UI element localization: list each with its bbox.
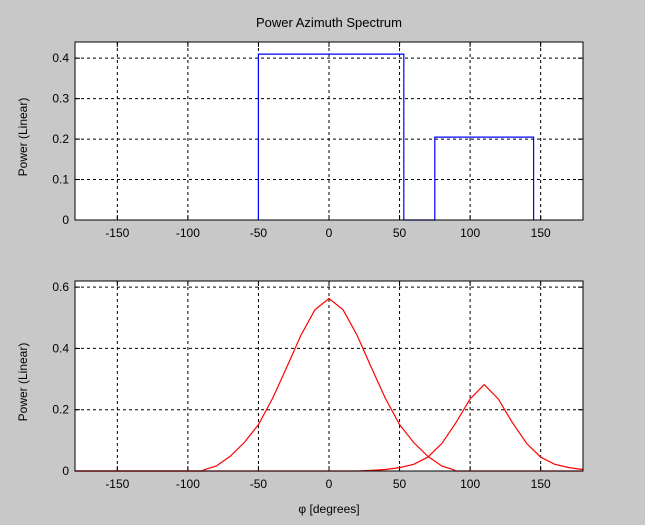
plot-border [74, 280, 584, 472]
y-tick-label: 0.4 [52, 51, 69, 65]
x-tick-label: 50 [393, 477, 407, 491]
chart-title: Power Azimuth Spectrum [256, 15, 402, 30]
spectrum-plot: Power Azimuth Spectrum Power (Linear) -1… [16, 15, 584, 240]
x-tick-label: 0 [326, 477, 333, 491]
y-tick-label: 0 [62, 213, 69, 227]
x-tick-label: -100 [176, 477, 200, 491]
grid [75, 281, 583, 471]
y-tick-label: 0 [62, 464, 69, 478]
plot-border [74, 41, 584, 221]
x-tick-label: -50 [250, 477, 268, 491]
plot-area [74, 41, 584, 221]
series-line-0 [75, 297, 583, 472]
y-tick-label: 0.2 [52, 132, 69, 146]
axis-ticks: -150 -100 -50 0 50 100 150 0 0.2 0.4 0.6 [52, 280, 583, 491]
x-axis-label: φ [degrees] [298, 502, 359, 516]
y-tick-label: 0.2 [52, 403, 69, 417]
y-tick-label: 0.6 [52, 280, 69, 294]
y-tick-label: 0.4 [52, 341, 69, 355]
x-tick-label: 100 [460, 226, 480, 240]
grid [75, 42, 583, 220]
x-tick-label: 150 [531, 477, 551, 491]
plot-area [74, 280, 584, 472]
x-tick-label: -150 [105, 477, 129, 491]
gaussian-plot: Power (Linear) φ [degrees] -150 -100 -50 0 5… [16, 280, 584, 516]
x-tick-label: -50 [250, 226, 268, 240]
x-tick-label: 100 [460, 477, 480, 491]
y-axis-label: Power (Linear) [16, 343, 30, 422]
x-tick-label: 150 [531, 226, 551, 240]
axis-ticks: -150 -100 -50 0 50 100 150 0 0.1 0.2 0.3 0.4 [52, 42, 583, 240]
x-tick-label: 0 [326, 226, 333, 240]
y-axis-label: Power (Linear) [16, 98, 30, 177]
x-tick-label: -150 [105, 226, 129, 240]
series-line-1 [75, 383, 584, 472]
x-tick-label: 50 [393, 226, 407, 240]
y-tick-label: 0.3 [52, 92, 69, 106]
y-tick-label: 0.1 [52, 173, 69, 187]
x-tick-label: -100 [176, 226, 200, 240]
